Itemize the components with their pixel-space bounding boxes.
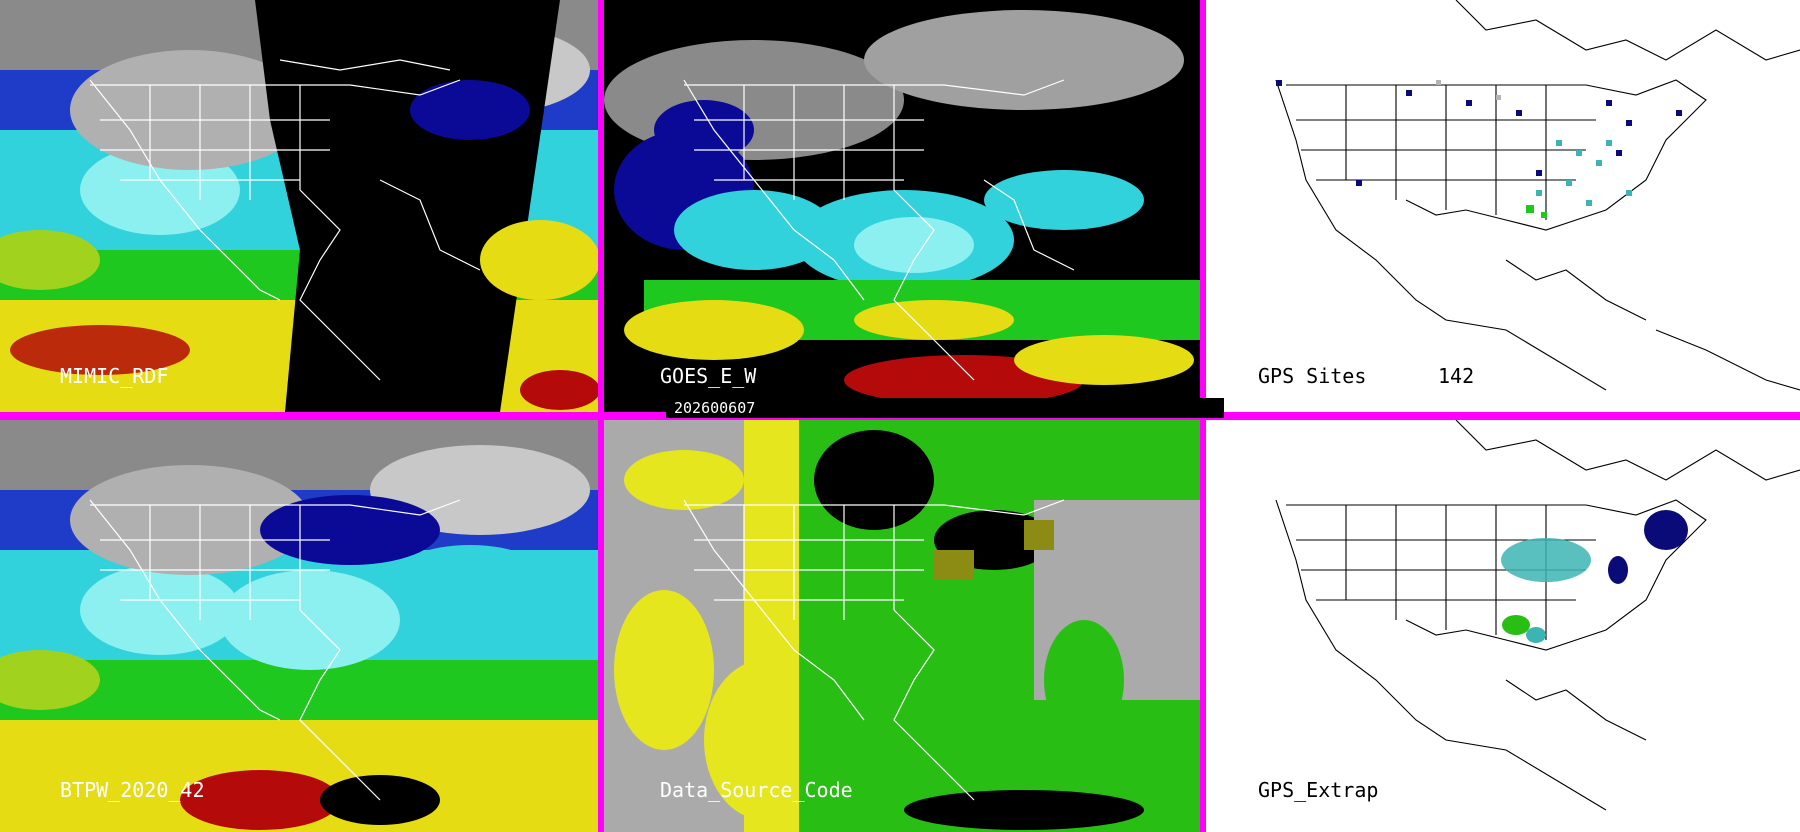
panel-gps-sites: GPS Sites 142 bbox=[1206, 0, 1800, 412]
panel-label-source: Data_Source_Code bbox=[660, 778, 853, 802]
panel-btpw: BTPW_2020_42 bbox=[0, 420, 598, 832]
panel-goes-e-w: GOES_E_W bbox=[604, 0, 1200, 412]
panel-label-btpw: BTPW_2020_42 bbox=[60, 778, 205, 802]
panel-label-mimic: MIMIC_RDF bbox=[60, 364, 169, 388]
panel-data-source-code: Data_Source_Code bbox=[604, 420, 1200, 832]
goes-map-image bbox=[604, 0, 1200, 412]
panel-label-gps-sites: GPS Sites bbox=[1258, 364, 1367, 388]
panel-gps-extrap: GPS_Extrap bbox=[1206, 420, 1800, 832]
panel-label-goes: GOES_E_W bbox=[660, 364, 757, 388]
gps-sites-map bbox=[1275, 0, 1800, 391]
gps-sites-count: 142 bbox=[1438, 364, 1475, 388]
btpw-map-image bbox=[0, 420, 598, 832]
date-bar: 202600607 bbox=[666, 398, 1224, 418]
gps-extrap-map bbox=[1275, 420, 1800, 811]
panel-mimic-rdf: MIMIC_RDF bbox=[0, 0, 598, 412]
source-map-image bbox=[604, 420, 1200, 832]
mimic-map-image bbox=[0, 0, 598, 412]
panel-label-gps-extrap: GPS_Extrap bbox=[1258, 778, 1379, 802]
